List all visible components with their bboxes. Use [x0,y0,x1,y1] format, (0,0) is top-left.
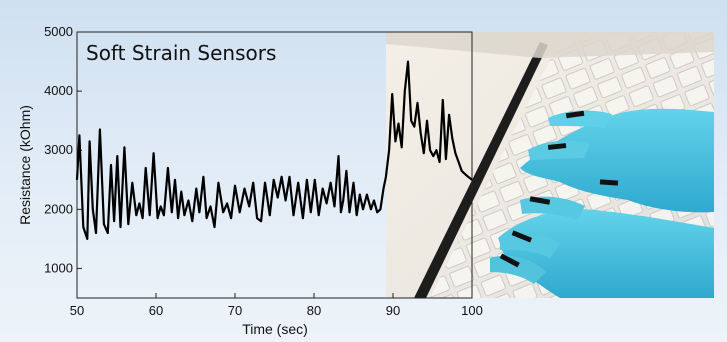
x-tick-label: 70 [228,303,242,318]
y-tick-label: 4000 [44,83,73,98]
x-tick-label: 100 [461,303,483,318]
y-tick-label: 3000 [44,142,73,157]
x-tick-label: 50 [70,303,84,318]
glove-lower [490,196,714,298]
keyboard-photo [386,32,714,298]
y-axis-label: Resistance (kOhm) [17,105,33,225]
x-axis: 50 60 70 80 90 100 [70,293,483,318]
y-tick-label: 1000 [44,260,73,275]
y-tick-label: 5000 [44,24,73,39]
x-axis-label: Time (sec) [242,321,308,337]
chart-title: Soft Strain Sensors [86,41,276,65]
glove-upper [520,108,714,213]
x-tick-label: 80 [307,303,321,318]
y-tick-label: 2000 [44,201,73,216]
series-layer [75,60,473,240]
x-tick-label: 90 [386,303,400,318]
resistance-series-line [75,60,473,240]
y-axis: 1000 2000 3000 4000 5000 [44,24,82,275]
x-tick-label: 60 [149,303,163,318]
